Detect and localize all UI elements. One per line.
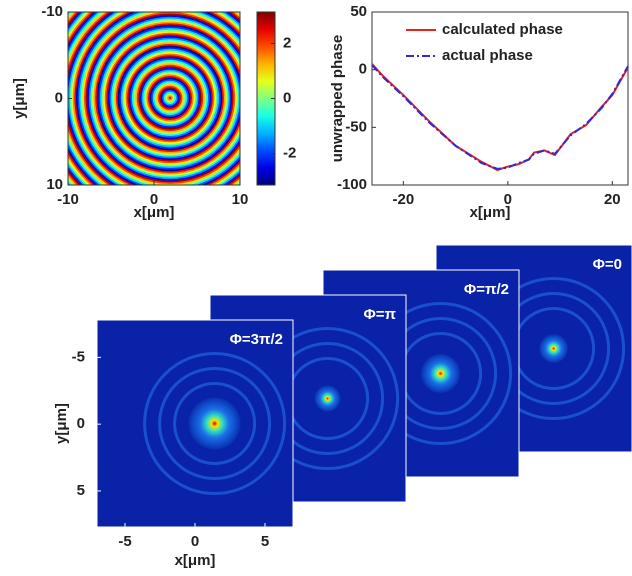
y-tick-label: -5 [72,348,85,365]
ring [143,352,287,495]
x-tick-label: 20 [604,191,621,208]
y-tick-label: 0 [359,61,367,78]
colorbar-tick-label: 0 [283,89,291,106]
colorbar-tick-label: -2 [283,145,296,162]
y-axis-label: y[μm] [11,78,28,119]
y-axis-label: y[μm] [53,403,70,444]
intensity-panel: Φ=3π/2 [96,319,294,528]
x-tick-label: -20 [393,191,415,208]
panel-label: Φ=π/2 [464,281,509,298]
x-axis-label: x[μm] [134,204,175,221]
x-tick-label: -10 [57,191,79,208]
spot [188,397,241,450]
series-line [371,64,629,170]
x-tick-label: 0 [191,533,199,550]
y-tick-label: -100 [337,176,367,193]
y-axis-label: unwrapped phase [329,35,346,163]
panel-label: Φ=π [363,306,396,323]
x-tick-label: 5 [261,533,269,550]
plot-frame [371,11,629,186]
phase-ring [168,96,172,100]
panel-label: Φ=0 [593,256,622,273]
panel-label: Φ=3π/2 [230,331,283,348]
ring [158,367,272,480]
spot [421,354,461,393]
y-tick-label: 10 [46,176,63,193]
legend-label: actual phase [442,47,533,64]
legend-label: calculated phase [442,21,563,38]
y-tick-label: 0 [77,415,85,432]
x-tick-label: 0 [150,191,158,208]
phase-map [68,12,240,185]
x-tick-label: 0 [504,191,512,208]
x-axis-label: x[μm] [175,552,216,569]
spot [539,334,568,363]
x-tick-label: 10 [232,191,249,208]
y-tick-label: 5 [77,482,85,499]
y-tick-label: 0 [55,89,63,106]
y-tick-label: -50 [345,118,367,135]
y-tick-label: -10 [41,3,63,20]
y-tick-label: 50 [350,3,367,20]
spot [314,385,341,412]
ring [173,382,257,465]
x-axis-label: x[μm] [470,204,511,221]
colorbar-tick-label: 2 [283,34,291,51]
x-tick-label: -5 [118,533,131,550]
